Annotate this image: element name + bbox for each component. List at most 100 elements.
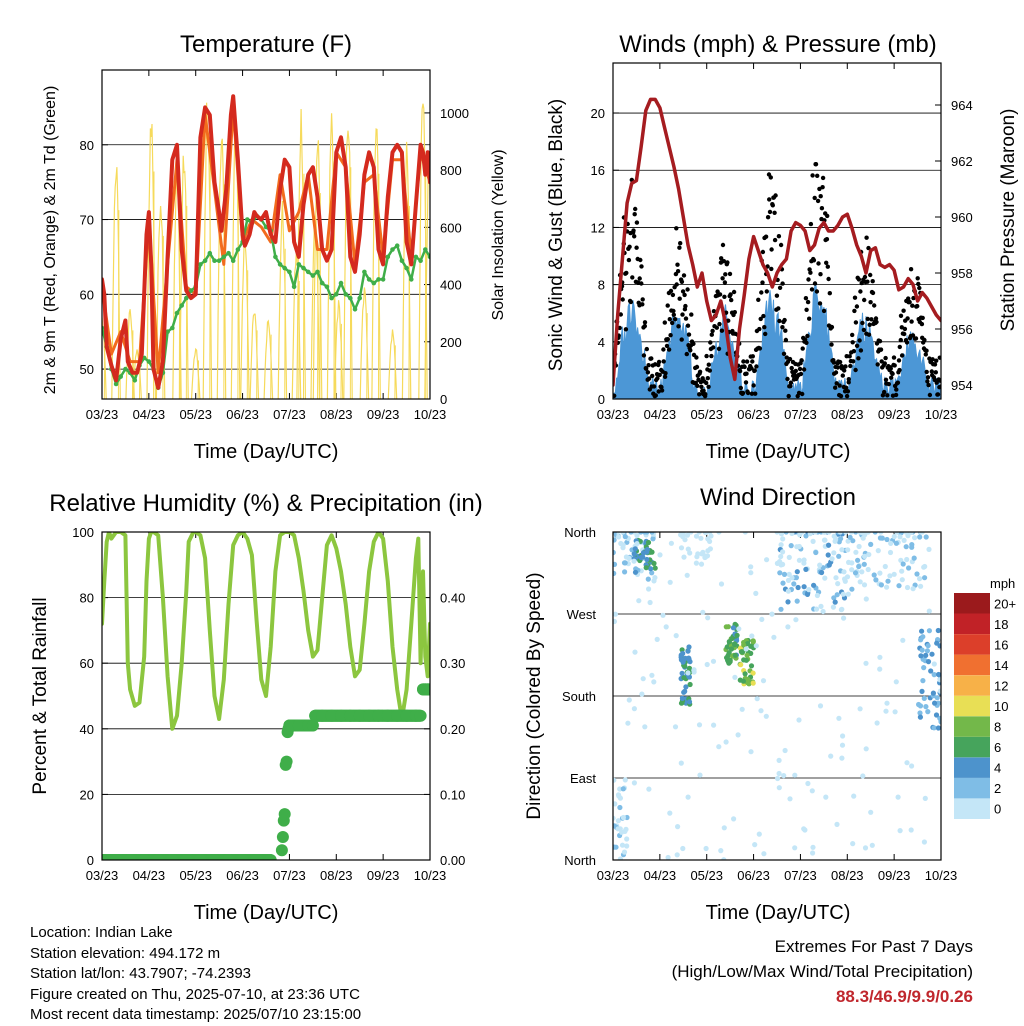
direction-point — [622, 850, 627, 855]
direction-point — [836, 554, 841, 559]
direction-point — [936, 725, 941, 730]
gust-point — [627, 258, 631, 262]
direction-point — [651, 578, 656, 583]
dewpoint-point — [315, 270, 320, 275]
gust-point — [925, 370, 929, 374]
y-tick-label-right: 400 — [440, 278, 462, 293]
gust-point — [852, 309, 856, 313]
direction-point — [736, 732, 741, 737]
direction-point — [914, 571, 919, 576]
direction-point — [755, 696, 760, 701]
direction-point — [649, 673, 654, 678]
direction-point — [888, 541, 893, 546]
gust-point — [722, 295, 726, 299]
direction-point — [644, 565, 649, 570]
direction-point — [802, 584, 807, 589]
y-tick-label-right: 1000 — [440, 106, 469, 121]
winds-ylabel-right: Station Pressure (Maroon) — [998, 109, 1019, 332]
direction-point — [896, 795, 901, 800]
x-tick-label: 07/23 — [784, 407, 817, 422]
gust-point — [789, 381, 793, 385]
direction-point — [680, 533, 685, 538]
gust-point — [924, 349, 928, 353]
gust-point — [915, 304, 919, 308]
dewpoint-point — [357, 296, 362, 301]
direction-point — [923, 704, 928, 709]
gust-point — [883, 361, 887, 365]
gust-point — [672, 313, 676, 317]
gust-point — [630, 275, 634, 279]
dewpoint-point — [226, 251, 231, 256]
gust-point — [678, 297, 682, 301]
direction-point — [764, 714, 769, 719]
direction-point — [926, 547, 931, 552]
gust-point — [882, 390, 886, 394]
gust-point — [921, 316, 925, 320]
direction-point — [894, 541, 899, 546]
direction-point — [642, 724, 647, 729]
gust-point — [771, 203, 775, 207]
gust-point — [632, 234, 636, 238]
x-tick-label: 06/23 — [737, 868, 770, 883]
direction-point — [621, 815, 626, 820]
gust-point — [783, 329, 787, 333]
direction-point — [924, 534, 929, 539]
direction-point — [900, 577, 905, 582]
gust-point — [928, 393, 932, 397]
direction-point — [657, 552, 662, 557]
direction-point — [736, 626, 741, 631]
x-tick-label: 04/23 — [133, 868, 166, 883]
gust-point — [765, 289, 769, 293]
gust-point — [842, 368, 846, 372]
direction-point — [703, 530, 708, 535]
gust-point — [723, 280, 727, 284]
gust-point — [909, 319, 913, 323]
direction-point — [818, 703, 823, 708]
direction-point — [611, 778, 616, 783]
x-tick-label: 04/23 — [644, 407, 677, 422]
dewpoint-point — [306, 270, 311, 275]
direction-point — [817, 563, 822, 568]
gust-point — [627, 245, 631, 249]
dewpoint-point — [287, 270, 292, 275]
gust-point — [708, 340, 712, 344]
gust-point — [756, 298, 760, 302]
direction-point — [785, 624, 790, 629]
y-tick-label: 20 — [80, 787, 94, 802]
direction-point — [932, 661, 937, 666]
direction-point — [632, 551, 637, 556]
gust-point — [650, 374, 654, 378]
gust-point — [839, 394, 843, 398]
direction-point — [866, 567, 871, 572]
gust-point — [654, 393, 658, 397]
direction-point — [879, 582, 884, 587]
colorbar-swatch — [954, 614, 990, 635]
humidity-xlabel: Time (Day/UTC) — [194, 902, 339, 924]
y-tick-label: 60 — [80, 287, 94, 302]
direction-point — [682, 689, 687, 694]
gust-point — [890, 372, 894, 376]
direction-point — [857, 544, 862, 549]
gust-point — [744, 372, 748, 376]
gust-point — [642, 353, 646, 357]
direction-point — [819, 570, 824, 575]
gust-point — [707, 363, 711, 367]
y-tick-label: 50 — [80, 362, 94, 377]
direction-point — [646, 577, 651, 582]
direction-point — [822, 538, 827, 543]
direction-point — [785, 599, 790, 604]
gust-point — [657, 360, 661, 364]
direction-point — [872, 572, 877, 577]
gust-point — [639, 264, 643, 268]
direction-point — [638, 555, 643, 560]
gust-point — [633, 207, 637, 211]
gust-point — [673, 317, 677, 321]
gust-point — [878, 339, 882, 343]
gust-point — [729, 298, 733, 302]
x-tick-label: 10/23 — [925, 868, 958, 883]
direction-point — [849, 567, 854, 572]
dewpoint-point — [390, 247, 395, 252]
direction-point — [805, 781, 810, 786]
gust-point — [676, 269, 680, 273]
gust-point — [854, 320, 858, 324]
